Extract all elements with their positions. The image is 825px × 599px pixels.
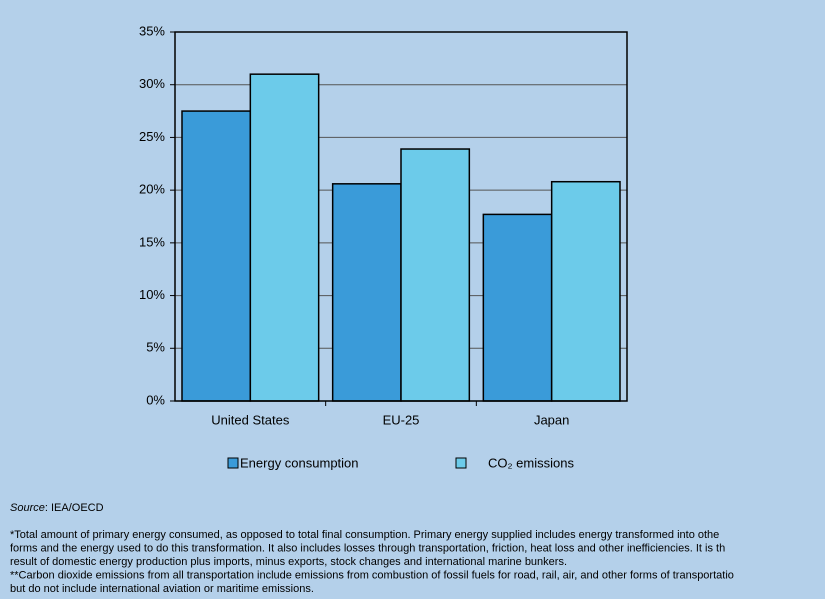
legend-swatch [455, 457, 467, 469]
legend-label: Energy consumption [240, 455, 359, 470]
source: Source: IEA/OECD [10, 502, 104, 514]
y-tick-label: 15% [139, 234, 165, 249]
footnote: but do not include international aviatio… [10, 583, 314, 595]
footnote: *Total amount of primary energy consumed… [10, 529, 719, 541]
footnote: forms and the energy used to do this tra… [10, 542, 725, 554]
bar [249, 73, 320, 402]
bar [550, 180, 621, 402]
x-tick-label: United States [211, 412, 290, 427]
y-tick-label: 20% [139, 182, 165, 197]
x-tick-label: Japan [534, 412, 569, 427]
y-tick-label: 25% [139, 129, 165, 144]
bar [482, 213, 553, 402]
footnote: result of domestic energy production plu… [10, 556, 567, 568]
legend-swatch [227, 457, 239, 469]
y-tick-label: 30% [139, 76, 165, 91]
bar [400, 148, 471, 402]
y-tick-label: 10% [139, 287, 165, 302]
y-tick-label: 5% [146, 340, 165, 355]
y-tick-label: 35% [139, 23, 165, 38]
footnote: **Carbon dioxide emissions from all tran… [10, 569, 734, 581]
bar [331, 183, 402, 402]
bar [181, 110, 252, 402]
y-tick-label: 0% [146, 392, 165, 407]
legend-label: CO₂ emissions [488, 455, 574, 470]
x-tick-label: EU-25 [383, 412, 420, 427]
source-label: Source [10, 502, 45, 514]
plot-border [174, 31, 628, 402]
source-text: : IEA/OECD [45, 502, 104, 514]
